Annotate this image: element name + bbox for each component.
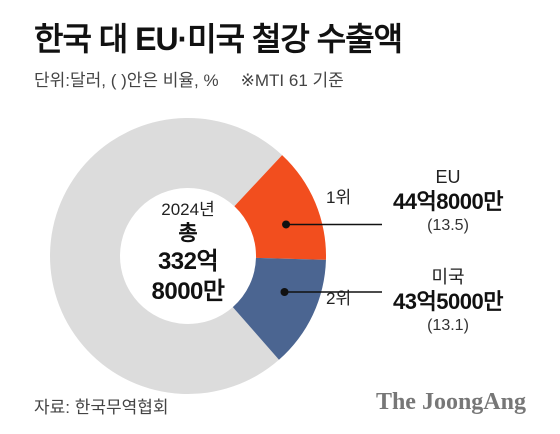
chart-subtitle: 단위:달러, ( )안은 비율, % ※MTI 61 기준 xyxy=(34,66,344,91)
rank-eu: 1위 xyxy=(326,188,352,207)
slice-rest xyxy=(49,118,283,394)
unit-note: 단위:달러, ( )안은 비율, % xyxy=(34,71,219,90)
center-total: 2024년 총 332억 8000만 xyxy=(121,199,255,307)
entry-eu-name: EU xyxy=(435,167,461,187)
entry-us-value: 43억5000만 xyxy=(393,289,503,314)
entry-eu: EU 44억8000만 (13.5) xyxy=(384,166,512,236)
source-note: 자료: 한국무역협회 xyxy=(34,398,169,417)
slice-us xyxy=(232,257,326,360)
entry-eu-value: 44억8000만 xyxy=(393,189,503,214)
center-total-line1: 332억 xyxy=(157,248,219,275)
entry-us-name: 미국 xyxy=(431,267,465,287)
leader-dot-us xyxy=(280,288,289,297)
entry-eu-share: (13.5) xyxy=(427,217,469,234)
entry-us-share: (13.1) xyxy=(427,317,469,334)
center-total-label: 총 xyxy=(178,222,198,245)
center-year: 2024년 xyxy=(161,200,215,219)
rank-us: 2위 xyxy=(326,289,352,308)
center-total-line2: 8000만 xyxy=(151,278,225,305)
mti-note: ※MTI 61 기준 xyxy=(240,71,344,90)
entry-us: 미국 43억5000만 (13.1) xyxy=(384,266,512,336)
chart-title: 한국 대 EU·미국 철강 수출액 xyxy=(34,21,403,57)
leader-dot-eu xyxy=(282,220,291,229)
slice-eu xyxy=(234,155,326,260)
brand-logo: The JoongAng xyxy=(375,389,526,415)
